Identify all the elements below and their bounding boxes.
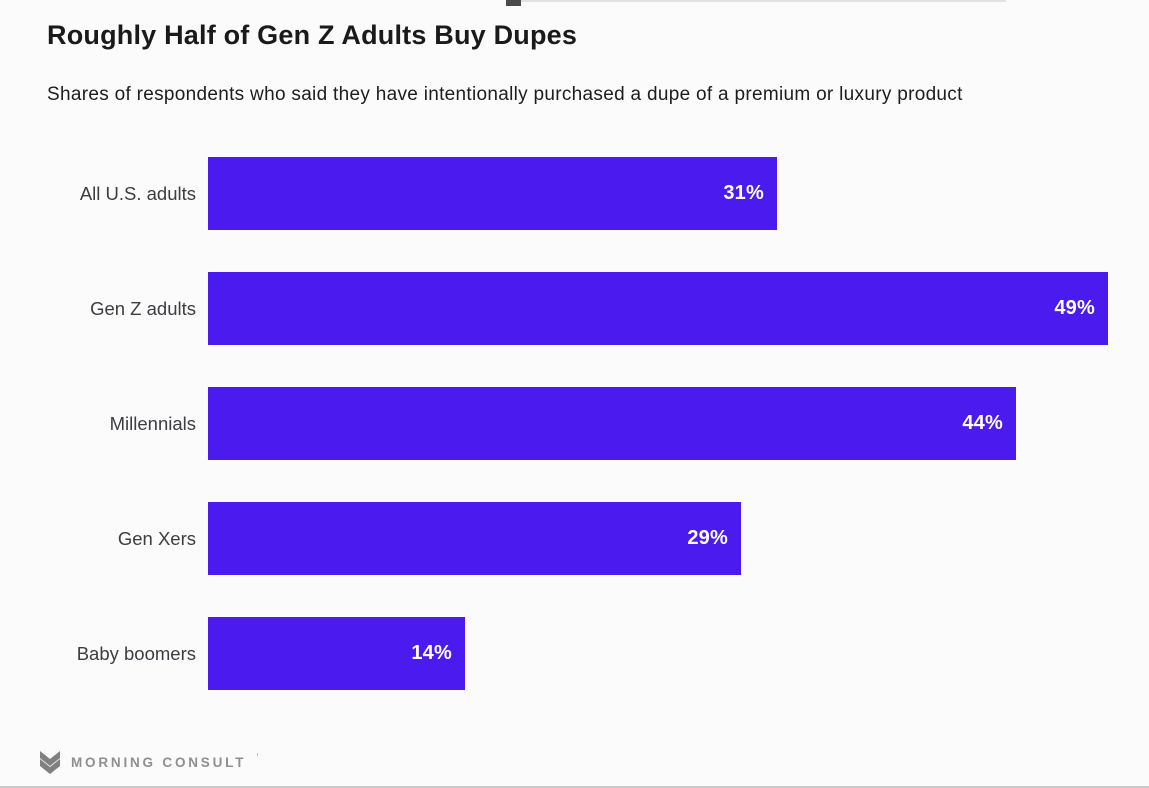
value-label: 49% (1054, 297, 1095, 319)
brand-name: MORNING CONSULT (71, 755, 247, 770)
bar-row: Gen Z adults 49% (0, 272, 1149, 345)
bar: 49% (208, 272, 1108, 345)
category-label: All U.S. adults (79, 183, 196, 204)
bar-row: Millennials 44% (0, 387, 1149, 460)
chart-subtitle: Shares of respondents who said they have… (47, 84, 963, 105)
bar-row: Gen Xers 29% (0, 502, 1149, 575)
footer-brand: MORNING CONSULT ’ (38, 751, 259, 774)
category-label: Baby boomers (76, 643, 196, 664)
screenshot-artifact-tick (506, 0, 521, 6)
category-label: Gen Xers (117, 528, 196, 549)
chart-title: Roughly Half of Gen Z Adults Buy Dupes (47, 20, 578, 50)
bar: 14% (208, 617, 465, 690)
value-label: 29% (687, 527, 728, 549)
screenshot-artifact-line (521, 0, 1006, 2)
bar: 31% (208, 157, 777, 230)
bar: 29% (208, 502, 741, 575)
trademark-mark: ’ (256, 751, 259, 764)
screenshot-bottom-edge (0, 786, 1149, 788)
bar-row: All U.S. adults 31% (0, 157, 1149, 230)
bar-row: Baby boomers 14% (0, 617, 1149, 690)
value-label: 14% (411, 642, 452, 664)
category-label: Millennials (109, 413, 196, 434)
bar: 44% (208, 387, 1016, 460)
value-label: 31% (723, 182, 764, 204)
morning-consult-logo-icon (38, 751, 62, 774)
category-label: Gen Z adults (90, 298, 196, 319)
value-label: 44% (962, 412, 1003, 434)
